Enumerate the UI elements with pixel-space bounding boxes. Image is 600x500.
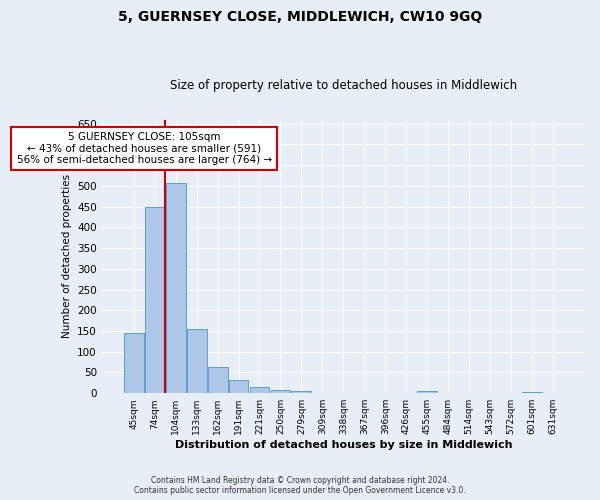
Bar [417, 391, 437, 393]
Bar [208, 367, 227, 393]
Text: 5, GUERNSEY CLOSE, MIDDLEWICH, CW10 9GQ: 5, GUERNSEY CLOSE, MIDDLEWICH, CW10 9GQ [118, 10, 482, 24]
Bar [229, 380, 248, 393]
Bar [145, 208, 164, 393]
Bar [522, 392, 542, 393]
Bar [271, 390, 290, 393]
Bar [124, 333, 143, 393]
Bar [250, 388, 269, 393]
Text: Contains HM Land Registry data © Crown copyright and database right 2024.
Contai: Contains HM Land Registry data © Crown c… [134, 476, 466, 495]
Bar [166, 183, 185, 393]
Bar [187, 329, 206, 393]
X-axis label: Distribution of detached houses by size in Middlewich: Distribution of detached houses by size … [175, 440, 512, 450]
Y-axis label: Number of detached properties: Number of detached properties [62, 174, 71, 338]
Bar [292, 391, 311, 393]
Title: Size of property relative to detached houses in Middlewich: Size of property relative to detached ho… [170, 79, 517, 92]
Text: 5 GUERNSEY CLOSE: 105sqm
← 43% of detached houses are smaller (591)
56% of semi-: 5 GUERNSEY CLOSE: 105sqm ← 43% of detach… [17, 132, 272, 165]
